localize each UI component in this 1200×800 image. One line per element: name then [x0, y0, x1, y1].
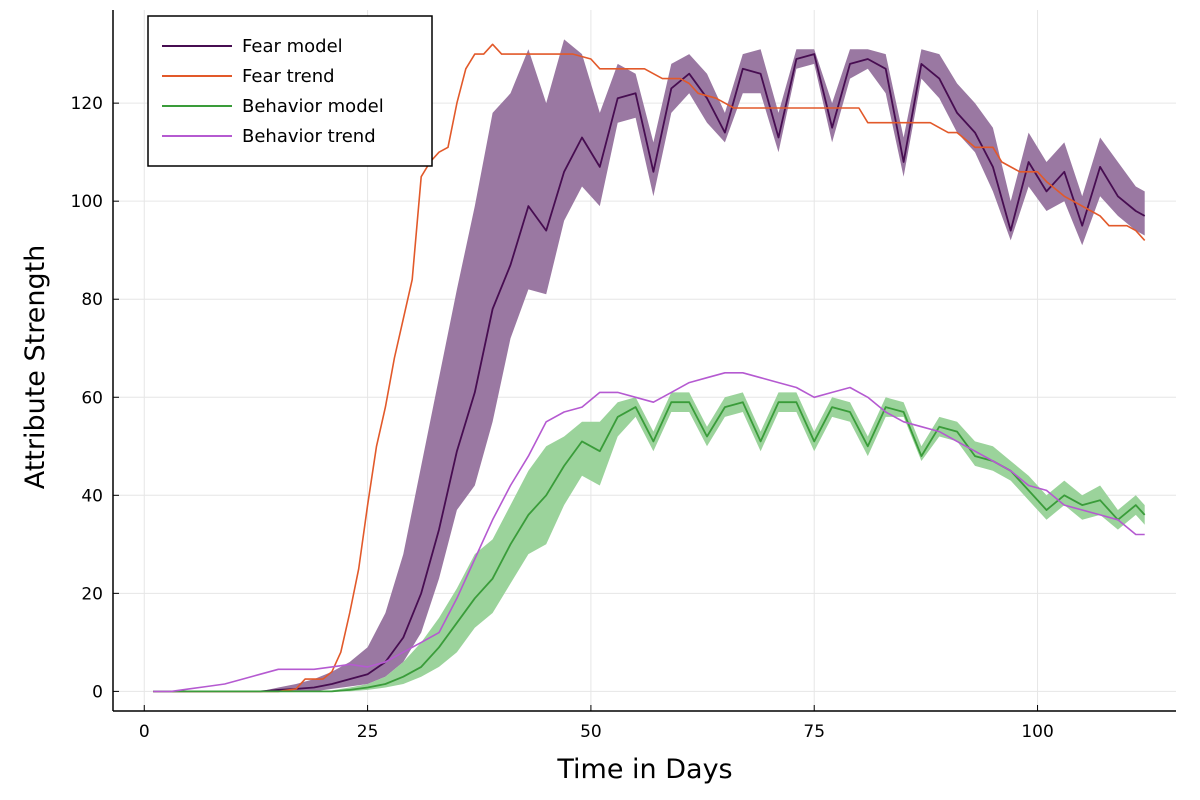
series-line-2	[153, 401, 1146, 693]
tick-labels: 0 25 50 75 100 0 20 40 60 80 100 120	[71, 94, 1054, 742]
y-tick-label: 60	[81, 388, 103, 408]
series-line-0	[153, 53, 1146, 693]
x-axis-title: Time in Days	[556, 754, 732, 785]
y-tick-label: 20	[81, 584, 103, 604]
y-axis-title: Attribute Strength	[20, 245, 51, 490]
x-tick-label: 75	[803, 722, 825, 742]
series-band-2	[153, 392, 1145, 692]
x-tick-label: 0	[139, 722, 150, 742]
legend-label: Fear trend	[242, 66, 335, 87]
series-line-1	[153, 43, 1146, 693]
y-tick-label: 80	[81, 290, 103, 310]
legend-label: Behavior model	[242, 96, 384, 117]
y-tick-label: 0	[92, 682, 103, 702]
confidence-bands	[153, 39, 1145, 692]
x-tick-label: 50	[580, 722, 602, 742]
legend-box	[147, 15, 433, 167]
legend-label: Fear model	[242, 36, 343, 57]
legend-label: Behavior trend	[242, 126, 376, 147]
series-lines	[153, 43, 1146, 693]
x-tick-label: 25	[357, 722, 379, 742]
series-band-0	[153, 39, 1145, 692]
y-tick-label: 100	[71, 192, 103, 212]
x-tick-label: 100	[1021, 722, 1053, 742]
y-tick-label: 120	[71, 94, 103, 114]
y-tick-label: 40	[81, 486, 103, 506]
legend: Fear model Fear trend Behavior model Behavi…	[147, 15, 433, 167]
series-line-3	[153, 371, 1145, 693]
axes	[112, 10, 1176, 712]
